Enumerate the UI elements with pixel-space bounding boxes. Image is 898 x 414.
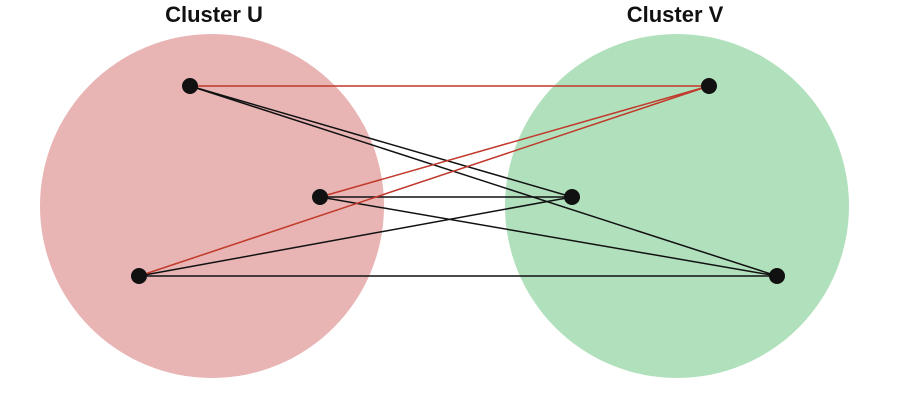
edge-u2-v3	[319, 196, 778, 277]
node-u3	[131, 268, 147, 284]
cluster-u-region	[40, 34, 384, 378]
edge-u2-v1	[319, 85, 710, 198]
node-v3	[769, 268, 785, 284]
node-u1	[182, 78, 198, 94]
node-u2	[312, 189, 328, 205]
node-v2	[564, 189, 580, 205]
node-v1	[701, 78, 717, 94]
cluster-v-title: Cluster V	[626, 2, 724, 27]
edge-u1-v2	[189, 85, 573, 198]
edge-u3-v1	[138, 85, 710, 277]
edges-layer	[138, 85, 778, 277]
cluster-u-title: Cluster U	[165, 2, 263, 27]
nodes-layer	[131, 78, 785, 284]
edge-u1-v3	[189, 85, 778, 277]
edge-u3-v2	[138, 196, 573, 277]
